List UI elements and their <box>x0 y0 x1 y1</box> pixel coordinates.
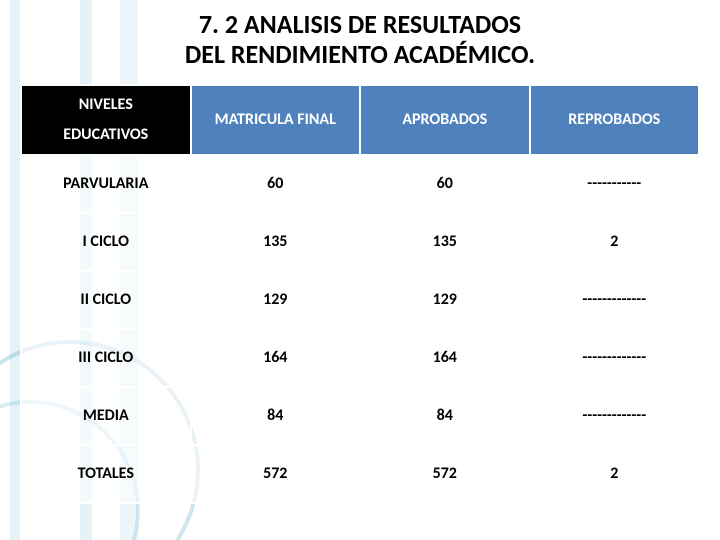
col-reprobados: REPROBADOS <box>530 85 700 155</box>
col-matricula: MATRICULA FINAL <box>191 85 361 155</box>
cell-reprobados: 2 <box>530 445 700 503</box>
cell-reprobados: ------------- <box>530 387 700 445</box>
table-header-row: NIVELES EDUCATIVOS MATRICULA FINAL APROB… <box>21 85 699 155</box>
table-row: TOTALES5725722 <box>21 445 699 503</box>
table-row: II CICLO129129------------- <box>21 271 699 329</box>
cell-nivel: III CICLO <box>21 329 191 387</box>
cell-aprobados: 572 <box>360 445 530 503</box>
cell-reprobados: ------------- <box>530 329 700 387</box>
table-row: MEDIA8484------------- <box>21 387 699 445</box>
table-row: I CICLO1351352 <box>21 213 699 271</box>
table-row: III CICLO164164------------- <box>21 329 699 387</box>
results-table: NIVELES EDUCATIVOS MATRICULA FINAL APROB… <box>20 84 700 504</box>
table-body: PARVULARIA6060-----------I CICLO1351352I… <box>21 155 699 503</box>
title-line-2: DEL RENDIMIENTO ACADÉMICO. <box>185 38 535 70</box>
header-niveles-line2: EDUCATIVOS <box>28 125 184 145</box>
cell-aprobados: 164 <box>360 329 530 387</box>
page-title: 7. 2 ANALISIS DE RESULTADOS DEL RENDIMIE… <box>0 0 720 78</box>
cell-matricula: 129 <box>191 271 361 329</box>
header-niveles-line1: NIVELES <box>79 95 133 114</box>
cell-nivel: MEDIA <box>21 387 191 445</box>
cell-nivel: I CICLO <box>21 213 191 271</box>
table-row: PARVULARIA6060----------- <box>21 155 699 213</box>
cell-aprobados: 129 <box>360 271 530 329</box>
cell-nivel: PARVULARIA <box>21 155 191 213</box>
title-line-1: 7. 2 ANALISIS DE RESULTADOS <box>199 8 521 40</box>
cell-aprobados: 135 <box>360 213 530 271</box>
cell-matricula: 572 <box>191 445 361 503</box>
cell-matricula: 84 <box>191 387 361 445</box>
col-niveles: NIVELES EDUCATIVOS <box>21 85 191 155</box>
col-aprobados: APROBADOS <box>360 85 530 155</box>
cell-aprobados: 84 <box>360 387 530 445</box>
cell-reprobados: ----------- <box>530 155 700 213</box>
cell-nivel: TOTALES <box>21 445 191 503</box>
cell-nivel: II CICLO <box>21 271 191 329</box>
table-container: NIVELES EDUCATIVOS MATRICULA FINAL APROB… <box>0 78 720 504</box>
cell-matricula: 135 <box>191 213 361 271</box>
cell-matricula: 164 <box>191 329 361 387</box>
cell-reprobados: 2 <box>530 213 700 271</box>
cell-matricula: 60 <box>191 155 361 213</box>
cell-aprobados: 60 <box>360 155 530 213</box>
cell-reprobados: ------------- <box>530 271 700 329</box>
